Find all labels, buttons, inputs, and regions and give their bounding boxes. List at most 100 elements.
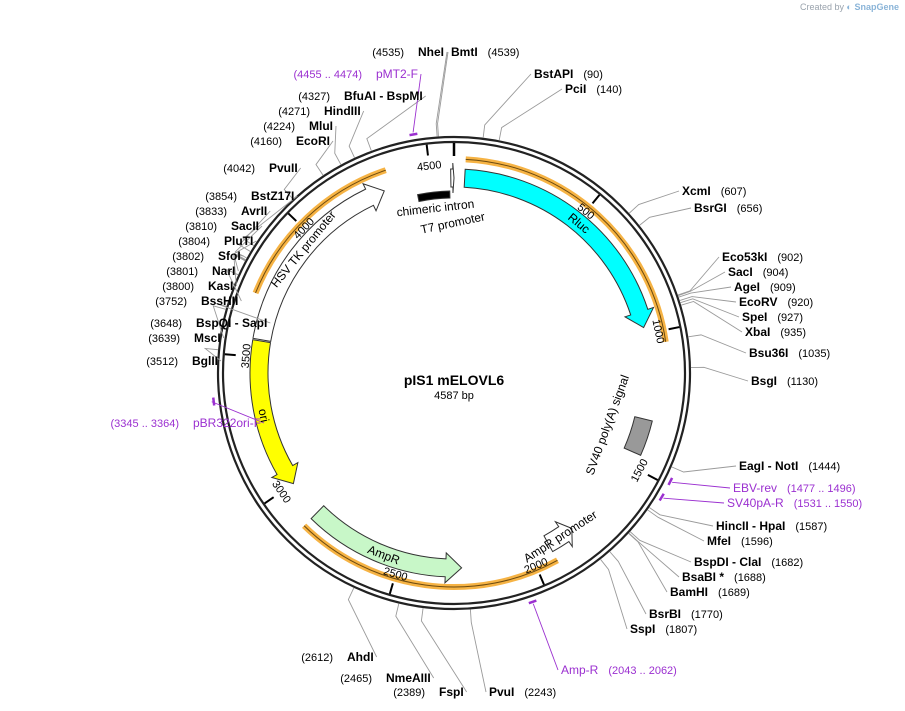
site-fspi[interactable]: FspI (2389)	[393, 685, 463, 699]
backbone-layer	[216, 135, 692, 611]
ruler-tick	[538, 574, 545, 586]
primer-leader-line	[532, 603, 559, 671]
site-bspdi-clai[interactable]: BspDI - ClaI (1682)	[694, 555, 803, 569]
site-leader-line	[225, 268, 242, 302]
primer-range: (2043 .. 2062)	[608, 665, 677, 677]
enzyme-name: BmtI	[451, 45, 478, 59]
site-leader-line	[690, 366, 749, 382]
site-pcii[interactable]: PciI (140)	[565, 82, 622, 96]
site-bfuai-bspmi[interactable]: BfuAI - BspMI (4327)	[298, 89, 422, 103]
site-bsabi[interactable]: BsaBI * (1688)	[682, 570, 766, 584]
enzyme-name: PvuII	[269, 161, 298, 175]
cut-position: (1444)	[808, 461, 840, 473]
site-ecori[interactable]: EcoRI (4160)	[250, 134, 330, 148]
feature-ampr[interactable]	[310, 505, 463, 584]
site-pvui[interactable]: PvuI (2243)	[489, 685, 556, 699]
site-bstapi[interactable]: BstAPI (90)	[534, 67, 603, 81]
feature-rluc[interactable]	[463, 168, 655, 329]
site-ecorv[interactable]: EcoRV (920)	[739, 295, 813, 309]
cut-position: (3801)	[166, 266, 198, 278]
cut-position: (3648)	[150, 318, 182, 330]
site-hindiii[interactable]: HindIII (4271)	[278, 104, 360, 118]
cut-position: (1682)	[771, 557, 803, 569]
site-bglii[interactable]: BglII (3512)	[146, 354, 218, 368]
site-leader-line	[347, 587, 378, 658]
site-leader-line	[680, 298, 740, 318]
cut-position: (2612)	[301, 652, 333, 664]
site-kasi[interactable]: KasI (3800)	[162, 279, 233, 293]
site-pvuii[interactable]: PvuII (4042)	[223, 161, 297, 175]
enzyme-name: MscI	[194, 331, 221, 345]
site-bsrgi[interactable]: BsrGI (656)	[694, 201, 762, 215]
feature-t7-promoter[interactable]	[450, 162, 455, 194]
site-bsrbi[interactable]: BsrBI (1770)	[649, 607, 723, 621]
site-leader-line	[366, 95, 426, 152]
enzyme-name: BsrBI	[649, 607, 681, 621]
site-nmeaiii[interactable]: NmeAIII (2465)	[340, 671, 430, 685]
primer-mark	[212, 397, 216, 406]
primer-sv40pa-r[interactable]: SV40pA-R (1531 .. 1550)	[727, 496, 862, 510]
feature-label: SV40 poly(A) signal	[583, 373, 632, 477]
site-leader-line	[498, 88, 563, 141]
site-msci[interactable]: MscI (3639)	[148, 331, 220, 345]
site-ahdi[interactable]: AhdI (2612)	[301, 650, 373, 664]
site-xcmi[interactable]: XcmI (607)	[682, 184, 746, 198]
site-xbai[interactable]: XbaI (935)	[745, 325, 806, 339]
feature-chimeric-intron[interactable]	[417, 190, 451, 203]
site-saci[interactable]: SacI (904)	[728, 265, 788, 279]
enzyme-name: BssHII	[201, 294, 238, 308]
site-eco53ki[interactable]: Eco53kI (902)	[722, 250, 803, 264]
primer-amp-r[interactable]: Amp-R (2043 .. 2062)	[561, 663, 677, 677]
primer-pbr322ori-f[interactable]: pBR322ori-F (3345 .. 3364)	[111, 416, 262, 430]
site-pluti[interactable]: PluTI (3804)	[178, 234, 253, 248]
feature-ampr-promoter[interactable]	[543, 520, 573, 553]
site-spei[interactable]: SpeI (927)	[742, 310, 803, 324]
enzyme-name: SspI	[630, 622, 655, 636]
feature-sv40-poly-a-signal[interactable]	[623, 416, 653, 456]
site-hincii-hpai[interactable]: HincII - HpaI (1587)	[716, 519, 827, 533]
primer-ebv-rev[interactable]: EBV-rev (1477 .. 1496)	[733, 481, 856, 495]
site-sspi[interactable]: SspI (1807)	[630, 622, 697, 636]
site-bstz17i[interactable]: BstZ17I (3854)	[205, 189, 294, 203]
site-leader-line	[469, 609, 487, 693]
primer-name: pBR322ori-F	[193, 416, 261, 430]
site-bsu36i[interactable]: Bsu36I (1035)	[749, 346, 830, 360]
enzyme-name: BspQI - SapI	[196, 316, 267, 330]
primer-leader-line	[412, 73, 422, 133]
site-mlui[interactable]: MluI (4224)	[263, 119, 333, 133]
site-mfei[interactable]: MfeI (1596)	[707, 534, 773, 548]
ruler-tick	[287, 212, 297, 222]
site-bspqi-sapi[interactable]: BspQI - SapI (3648)	[150, 316, 267, 330]
site-sacii[interactable]: SacII (3810)	[185, 219, 259, 233]
site-agei[interactable]: AgeI (909)	[734, 280, 796, 294]
enzyme-name: BstZ17I	[251, 189, 294, 203]
feature-ori[interactable]	[249, 339, 299, 485]
backbone-outer-strand	[216, 135, 692, 611]
snapgene-logo-icon: ◐	[846, 2, 852, 12]
site-avrii[interactable]: AvrII (3833)	[195, 204, 267, 218]
site-nhei[interactable]: NheI (4535)	[372, 45, 444, 59]
cut-position: (3800)	[162, 281, 194, 293]
primer-pmt2-f[interactable]: pMT2-F (4455 .. 4474)	[294, 67, 419, 81]
leader-line-layer	[203, 51, 749, 693]
enzyme-name: EagI - NotI	[739, 459, 798, 473]
site-bsshii[interactable]: BssHII (3752)	[155, 294, 238, 308]
site-bmti[interactable]: BmtI (4539)	[451, 45, 519, 59]
site-sfoi[interactable]: SfoI (3802)	[172, 249, 240, 263]
site-leader-line	[680, 301, 743, 333]
primer-name: EBV-rev	[733, 481, 777, 495]
feature-hsv-tk-promoter[interactable]	[252, 182, 385, 342]
site-bsgi[interactable]: BsgI (1130)	[751, 374, 818, 388]
site-eagi-noti[interactable]: EagI - NotI (1444)	[739, 459, 840, 473]
site-leader-line	[671, 465, 737, 473]
cut-position: (3833)	[195, 206, 227, 218]
site-bamhi[interactable]: BamHI (1689)	[670, 585, 750, 599]
site-leader-line	[679, 296, 737, 303]
primer-mark	[409, 132, 418, 137]
ruler-label: 1500	[629, 457, 651, 484]
primer-range: (3345 .. 3364)	[111, 418, 180, 430]
enzyme-name: BsgI	[751, 374, 777, 388]
site-nari[interactable]: NarI (3801)	[166, 264, 235, 278]
site-leader-line	[242, 195, 298, 247]
cut-position: (904)	[763, 267, 789, 279]
